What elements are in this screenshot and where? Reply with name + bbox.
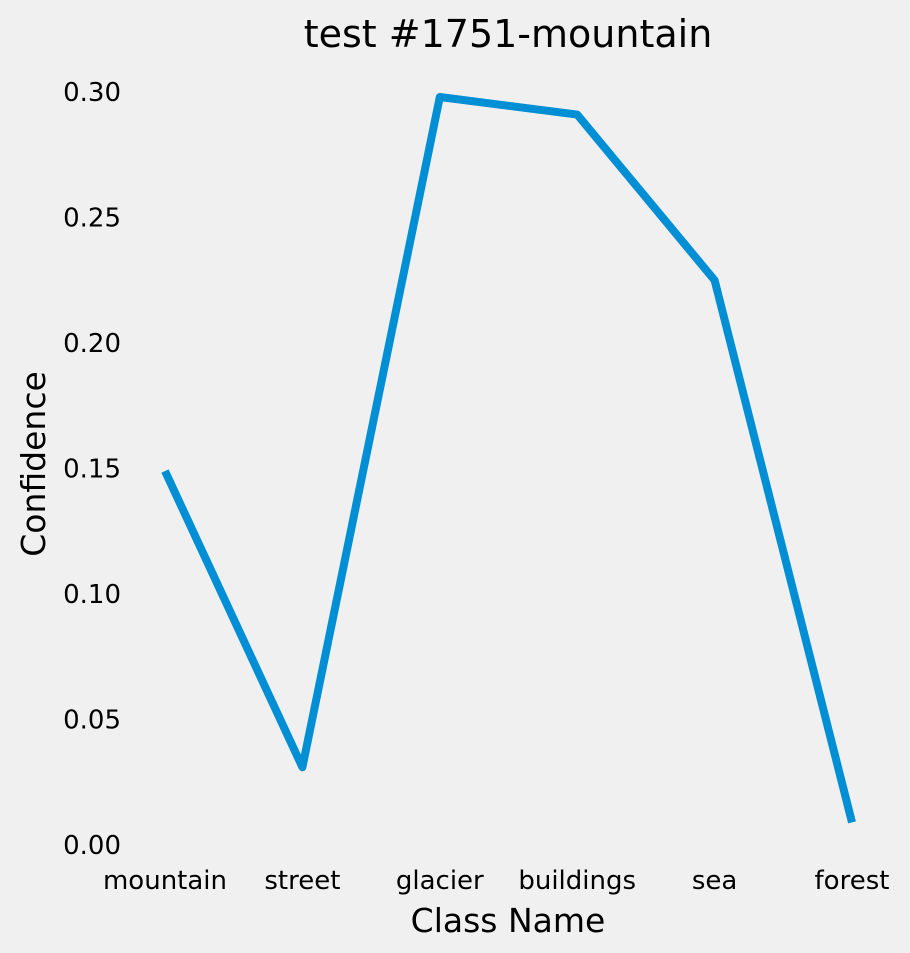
x-tick-label: forest	[815, 866, 890, 896]
y-tick-label: 0.15	[63, 455, 121, 485]
x-tick-label: glacier	[396, 866, 484, 896]
x-tick-label: street	[264, 866, 340, 896]
x-tick-label: sea	[692, 866, 737, 896]
y-tick-label: 0.00	[63, 831, 121, 861]
x-tick-labels: mountain street glacier buildings sea forest	[103, 866, 889, 896]
y-tick-labels: 0.00 0.05 0.10 0.15 0.20 0.25 0.30	[63, 78, 121, 861]
series-line	[161, 93, 856, 824]
y-tick-label: 0.30	[63, 78, 121, 108]
y-tick-label: 0.10	[63, 580, 121, 610]
y-tick-label: 0.25	[63, 204, 121, 234]
chart-title: test #1751-mountain	[304, 12, 713, 56]
y-tick-label: 0.05	[63, 706, 121, 736]
y-axis-label: Confidence	[14, 371, 53, 557]
x-axis-label: Class Name	[411, 901, 606, 940]
y-tick-label: 0.20	[63, 329, 121, 359]
x-tick-label: buildings	[518, 866, 636, 896]
series-group	[161, 93, 856, 824]
x-tick-label: mountain	[103, 866, 227, 896]
